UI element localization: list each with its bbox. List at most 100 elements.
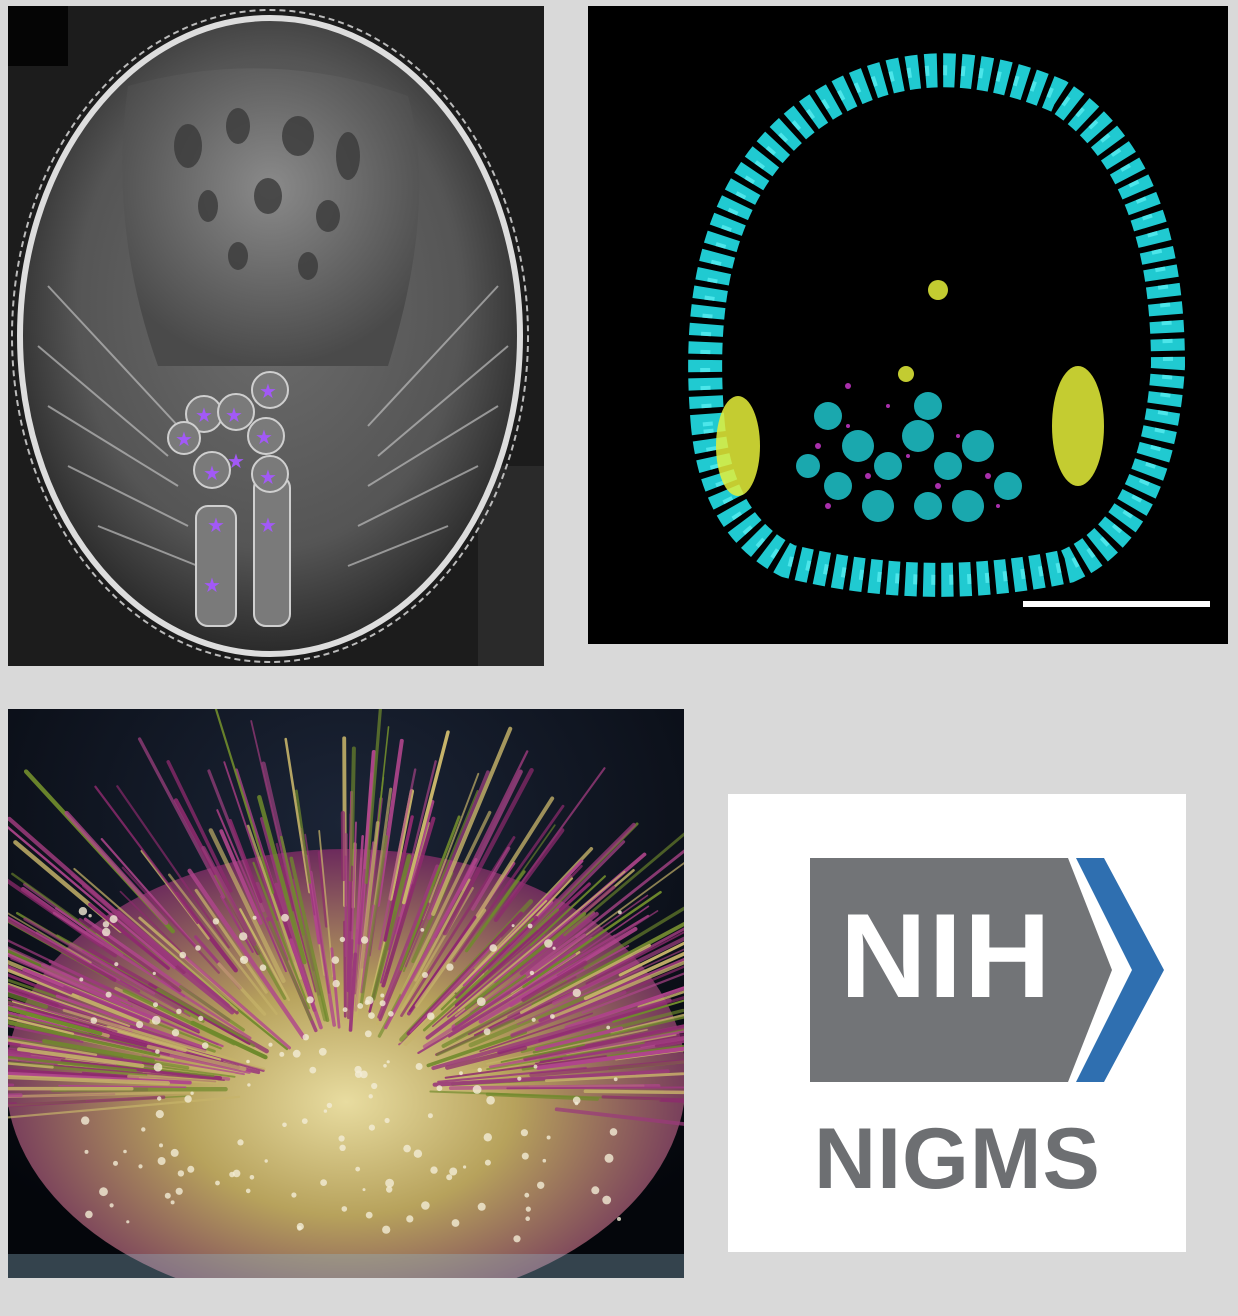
urchin-tubercle xyxy=(365,1211,373,1219)
urchin-tubercle xyxy=(339,936,346,943)
urchin-spine xyxy=(454,882,591,1007)
urchin-spine xyxy=(377,864,440,1019)
urchin-spine xyxy=(353,868,366,995)
urchin-tubercle xyxy=(362,1188,366,1192)
urchin-spine xyxy=(8,964,73,995)
urchin-spine xyxy=(246,824,302,980)
urchin-tubercle xyxy=(201,1042,209,1049)
urchin-tubercle xyxy=(413,1149,423,1158)
urchin-spine xyxy=(64,810,169,926)
urchin-tubercle xyxy=(420,928,425,932)
urchin-spine xyxy=(422,908,559,1032)
urchin-tubercle xyxy=(511,924,515,928)
urchin-spine xyxy=(400,810,492,995)
urchin-spine xyxy=(166,760,233,893)
urchin-tubercle xyxy=(126,1220,130,1224)
urchin-tubercle xyxy=(171,1029,180,1037)
urchin-spine xyxy=(8,997,118,1033)
urchin-tubercle xyxy=(354,1065,362,1074)
urchin-spine xyxy=(8,1062,54,1069)
urchin-tubercle xyxy=(591,1186,600,1195)
urchin-tubercle xyxy=(123,1149,127,1154)
urchin-tubercle xyxy=(388,1011,394,1017)
urchin-spine xyxy=(519,911,599,976)
urchin-tubercle xyxy=(552,946,556,950)
urchin-tubercle xyxy=(114,962,119,967)
urchin-tubercle xyxy=(85,1210,93,1219)
urchin-spine xyxy=(381,816,436,988)
urchin-tubercle xyxy=(427,1012,435,1020)
urchin-spine xyxy=(519,943,651,1014)
urchin-spine xyxy=(402,730,450,905)
urchin-tubercle xyxy=(170,1148,179,1157)
star-icon: ★ xyxy=(195,403,213,427)
urchin-spine xyxy=(8,878,118,958)
urchin-spine xyxy=(464,870,526,953)
urchin-spine xyxy=(523,1024,684,1062)
urchin-spine xyxy=(427,770,490,920)
urchin-tubercle xyxy=(326,1102,333,1109)
urchin-spine xyxy=(23,882,124,956)
urchin-tubercle xyxy=(531,1017,536,1022)
star-icon: ★ xyxy=(259,379,277,403)
urchin-spine xyxy=(73,867,238,1011)
urchin-spine xyxy=(8,912,92,964)
urchin-tubercle xyxy=(318,1047,327,1056)
star-icon: ★ xyxy=(207,513,225,537)
urchin-tubercle xyxy=(477,1067,482,1073)
urchin-spine xyxy=(348,939,354,1010)
nih-nigms-logo: NIH NIGMS xyxy=(728,794,1186,1252)
urchin-tubercle xyxy=(525,1206,531,1212)
urchin-spine xyxy=(574,849,684,938)
sem-embryo-image: ★ ★ ★ ★ ★ ★ ★ ★ ★ ★ ★ xyxy=(8,6,544,666)
urchin-spine xyxy=(349,746,356,882)
urchin-spine xyxy=(642,1033,684,1045)
urchin-spine xyxy=(400,886,474,1012)
urchin-spine xyxy=(201,845,257,947)
urchin-spine xyxy=(228,818,263,904)
urchin-tubercle xyxy=(164,1192,171,1199)
urchin-spine xyxy=(383,857,478,1030)
urchin-spine xyxy=(8,1051,62,1062)
urchin-spine xyxy=(275,842,295,912)
urchin-spine xyxy=(121,866,220,974)
urchin-spine xyxy=(471,846,511,911)
urchin-tubercle xyxy=(618,910,622,915)
urchin-tubercle xyxy=(525,1216,530,1221)
urchin-spine xyxy=(562,1035,684,1060)
urchin-tubercle xyxy=(357,1003,364,1009)
urchin-tubercle xyxy=(187,1165,195,1173)
star-icon: ★ xyxy=(203,573,221,597)
urchin-spine xyxy=(8,816,178,967)
urchin-spine xyxy=(534,1026,624,1052)
urchin-spine xyxy=(532,1016,684,1054)
star-icon: ★ xyxy=(259,513,277,537)
star-icon: ★ xyxy=(203,461,221,485)
urchin-tubercle xyxy=(102,921,110,928)
urchin-tubercle xyxy=(281,913,289,922)
urchin-spine xyxy=(601,1095,684,1102)
urchin-tubercle xyxy=(472,1085,482,1094)
urchin-spine xyxy=(217,962,267,1016)
urchin-tubercle xyxy=(332,979,340,988)
urchin-tubercle xyxy=(239,932,248,941)
urchin-spine xyxy=(350,821,357,959)
urchin-spine xyxy=(8,1074,170,1086)
confocal-drawing xyxy=(588,6,1228,644)
urchin-spine xyxy=(511,953,577,998)
urchin-spine xyxy=(53,1048,143,1065)
urchin-tubercle xyxy=(477,1202,486,1211)
urchin-spine xyxy=(8,1058,58,1065)
urchin-spine xyxy=(137,737,226,899)
urchin-spine xyxy=(8,1001,113,1035)
urchin-spine xyxy=(610,1013,684,1035)
confocal-embryo-image xyxy=(588,6,1228,644)
urchin-spine xyxy=(11,872,162,981)
urchin-spine xyxy=(583,951,684,1001)
urchin-tubercle xyxy=(291,1192,297,1198)
urchin-spine xyxy=(563,832,684,937)
urchin-spine xyxy=(119,890,189,960)
urchin-spine xyxy=(529,875,606,947)
urchin-spine xyxy=(8,952,160,1023)
urchin-tubercle xyxy=(282,1122,287,1128)
